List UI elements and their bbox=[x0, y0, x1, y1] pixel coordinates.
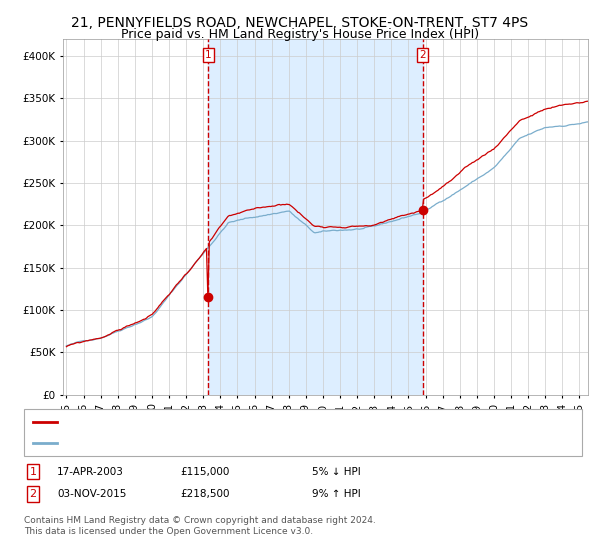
Text: Price paid vs. HM Land Registry's House Price Index (HPI): Price paid vs. HM Land Registry's House … bbox=[121, 28, 479, 41]
Text: 21, PENNYFIELDS ROAD, NEWCHAPEL, STOKE-ON-TRENT, ST7 4PS (detached house): 21, PENNYFIELDS ROAD, NEWCHAPEL, STOKE-O… bbox=[61, 417, 498, 427]
Text: Contains HM Land Registry data © Crown copyright and database right 2024.
This d: Contains HM Land Registry data © Crown c… bbox=[24, 516, 376, 536]
Text: 2: 2 bbox=[419, 50, 426, 60]
Text: 03-NOV-2015: 03-NOV-2015 bbox=[57, 489, 127, 499]
Text: 2: 2 bbox=[29, 489, 37, 499]
Text: 21, PENNYFIELDS ROAD, NEWCHAPEL, STOKE-ON-TRENT, ST7 4PS: 21, PENNYFIELDS ROAD, NEWCHAPEL, STOKE-O… bbox=[71, 16, 529, 30]
Text: 9% ↑ HPI: 9% ↑ HPI bbox=[312, 489, 361, 499]
Text: HPI: Average price, detached house, Newcastle-under-Lyme: HPI: Average price, detached house, Newc… bbox=[61, 438, 373, 448]
Text: £218,500: £218,500 bbox=[180, 489, 229, 499]
Text: £115,000: £115,000 bbox=[180, 466, 229, 477]
Text: 1: 1 bbox=[29, 466, 37, 477]
Bar bbox=[208, 39, 423, 395]
Text: 1: 1 bbox=[205, 50, 211, 60]
Text: 5% ↓ HPI: 5% ↓ HPI bbox=[312, 466, 361, 477]
Text: 17-APR-2003: 17-APR-2003 bbox=[57, 466, 124, 477]
